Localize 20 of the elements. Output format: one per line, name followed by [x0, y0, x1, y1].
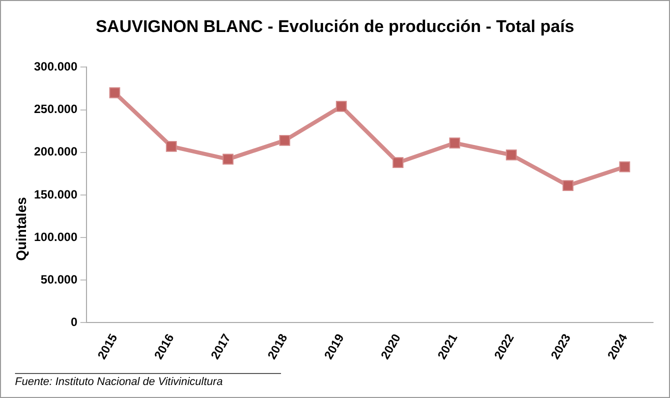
point	[506, 149, 517, 160]
y-tick-label: 0	[70, 314, 78, 329]
point	[166, 140, 177, 152]
point	[562, 180, 574, 192]
point	[619, 161, 630, 172]
point	[109, 87, 120, 98]
y-tick-label: 300.000	[34, 60, 78, 74]
y-tick-label: 100.000	[34, 230, 78, 244]
y-tick-label: 150.000	[34, 187, 78, 202]
y-tick-label: 200.000	[34, 144, 78, 159]
y-tick-label: 250.000	[34, 102, 78, 116]
chart-title: SAUVIGNON BLANC - Evolución de producción - Total país	[94, 17, 576, 37]
point	[279, 134, 290, 146]
source-note: Fuente: Instituto Nacional de Vitivinicultura	[15, 373, 281, 388]
y-tick-label: 50.000	[40, 272, 78, 286]
point	[392, 157, 404, 168]
point	[222, 154, 234, 165]
y-axis-title: Quintales	[13, 197, 29, 261]
point	[336, 100, 347, 112]
point	[449, 138, 460, 148]
